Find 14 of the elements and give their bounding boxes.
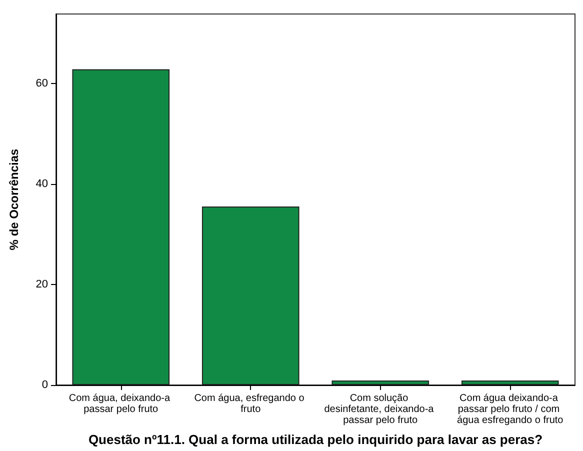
y-tick-label: 40 [36,178,48,190]
x-tick-label: Com água, esfregando o fruto [194,393,308,415]
bar [202,206,300,385]
x-tick-label: Com solução desinfetante, deixando-a passar pelo fruto [324,393,437,426]
y-axis-title: % de Ocorrências [7,148,21,250]
y-tick-label: 0 [42,379,48,391]
y-tick-label: 20 [36,278,48,290]
bar [332,380,430,385]
bar [461,380,559,385]
y-tick-label: 60 [36,77,48,90]
x-axis-title: Questão nº11.1. Qual a forma utilizada pelo inquirido para lavar as peras? [88,432,543,447]
x-tick-label: Com água, deixando-a passar pelo fruto [68,393,173,415]
bar [72,69,170,385]
x-tick-label: Com água deixando-a passar pelo fruto / com água esfregando o fruto [457,393,564,426]
